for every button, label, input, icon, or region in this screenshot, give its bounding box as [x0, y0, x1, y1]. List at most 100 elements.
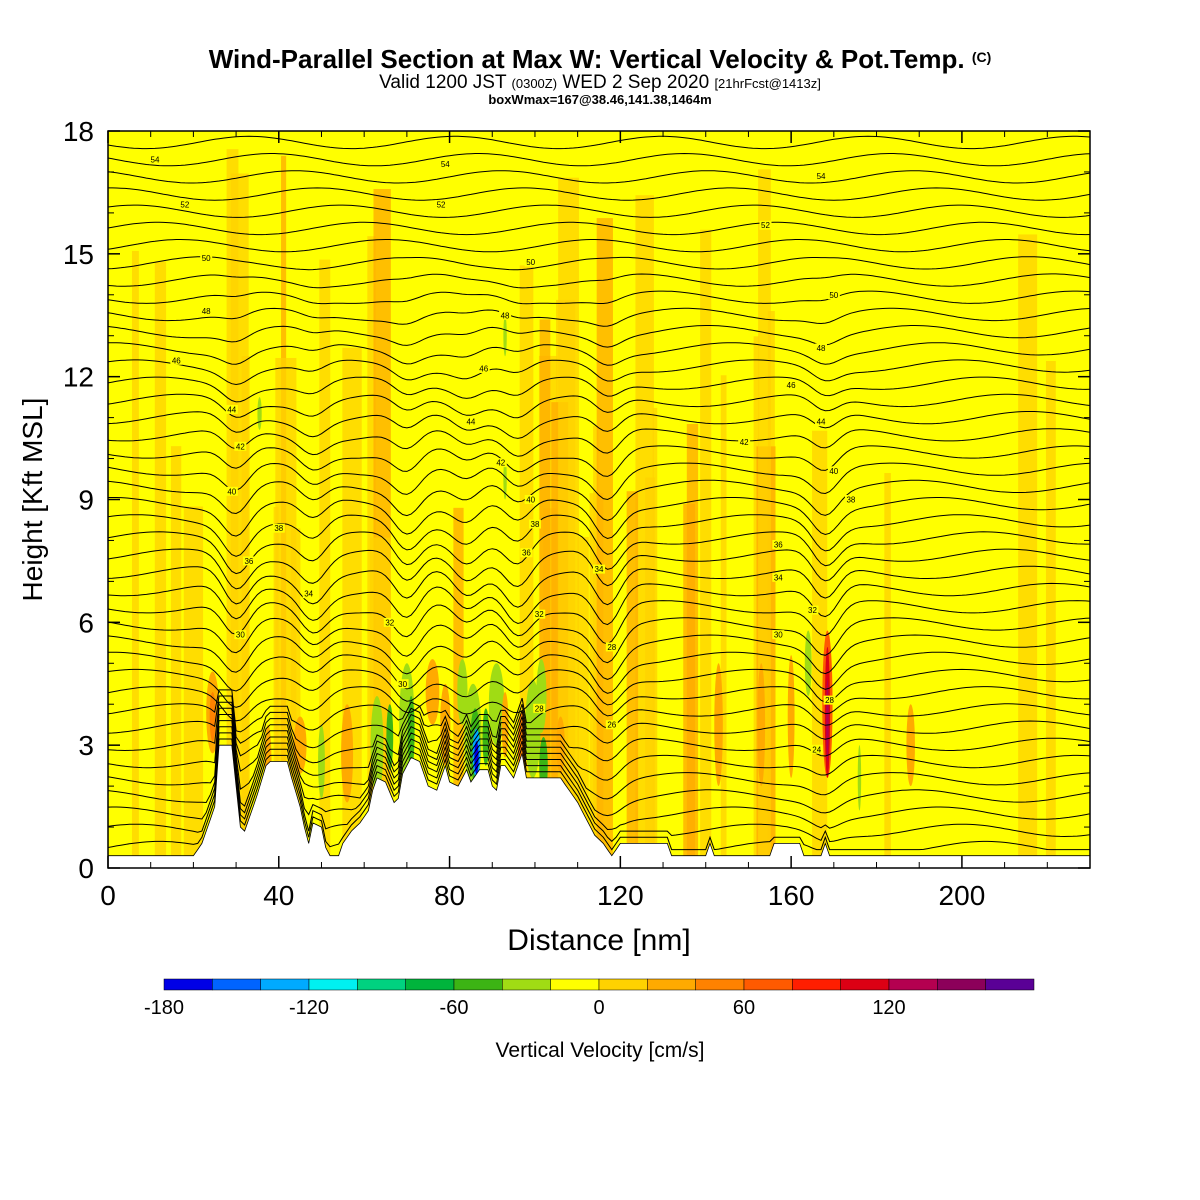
contour-label: 42	[740, 438, 749, 447]
velocity-streak	[593, 425, 599, 868]
colorbar-tick-label: -180	[144, 997, 184, 1019]
contour-label-bg	[225, 486, 238, 496]
theta-contour-line	[108, 686, 1090, 722]
velocity-streak	[558, 177, 579, 868]
colorbar-swatch	[598, 978, 648, 991]
velocity-streak	[596, 218, 613, 868]
contour-label-bg	[533, 703, 546, 713]
contour-label: 50	[526, 258, 535, 267]
contour-label: 36	[244, 557, 253, 566]
theta-contour-line	[108, 204, 1090, 218]
y-tick-label: 15	[63, 239, 94, 270]
valid-date: WED 2 Sep 2020	[562, 72, 710, 93]
contour-label-bg	[593, 564, 605, 574]
contour-label-bg	[844, 495, 857, 504]
y-tick-label: 3	[78, 730, 94, 761]
contour-label: 44	[466, 418, 475, 427]
velocity-streak	[154, 261, 167, 868]
colorbar-swatch	[357, 978, 406, 991]
contour-label-bg	[178, 200, 191, 210]
contour-label-bg	[806, 605, 819, 615]
velocity-cell	[209, 691, 216, 742]
contour-label: 52	[180, 201, 189, 210]
velocity-streak	[319, 259, 331, 868]
contour-label: 32	[535, 610, 544, 619]
colorbar-swatch	[792, 978, 841, 991]
contour-label-bg	[148, 155, 161, 165]
contour-label-bg	[827, 290, 840, 300]
colorbar-swatch	[743, 978, 793, 991]
colorbar-tick-label: 60	[733, 997, 755, 1019]
velocity-cell	[425, 659, 440, 725]
contour-label: 54	[817, 172, 826, 181]
contour-label: 40	[526, 496, 535, 505]
velocity-streak	[753, 336, 760, 868]
velocity-cell	[804, 630, 812, 697]
colorbar-label: Vertical Velocity [cm/s]	[496, 1039, 705, 1062]
theta-contour-line	[108, 135, 1090, 150]
contour-label-bg	[533, 609, 546, 619]
colorbar-swatch	[163, 978, 213, 991]
velocity-streak	[131, 250, 139, 868]
contour-label: 38	[274, 524, 283, 533]
contour-label: 52	[437, 201, 446, 210]
contour-label: 34	[595, 565, 604, 574]
x-tick-label: 160	[768, 880, 815, 911]
theta-contour-line	[108, 582, 1090, 626]
contour-label-bg	[823, 695, 836, 705]
x-tick-label: 200	[939, 880, 986, 911]
theta-contour-line	[108, 325, 1090, 348]
copyright-mark: (C)	[971, 49, 992, 65]
contour-label: 28	[825, 696, 834, 705]
contour-label-bg	[234, 630, 247, 640]
theta-contour-line	[108, 726, 1090, 831]
contour-label-bg	[396, 679, 409, 689]
x-tick-label: 0	[100, 880, 116, 911]
theta-contour-line	[108, 428, 1090, 457]
theta-contour-line	[108, 273, 1090, 289]
terrain	[108, 744, 1090, 868]
contour-label-bg	[520, 548, 533, 558]
theta-contour-line	[108, 714, 1090, 800]
contour-label: 54	[151, 156, 160, 165]
contour-label: 42	[236, 442, 245, 451]
contour-label-bg	[772, 572, 785, 582]
x-tick-label: 120	[597, 880, 644, 911]
contour-label: 38	[846, 496, 855, 505]
theta-contour-line	[108, 548, 1090, 590]
contour-label-bg	[494, 458, 507, 468]
theta-contour-line	[108, 290, 1090, 305]
x-axis-label: Distance [nm]	[507, 924, 690, 957]
theta-contours	[108, 135, 1090, 851]
contour-label-bg	[225, 404, 238, 414]
contour-label-bg	[435, 200, 448, 210]
theta-contour-line	[108, 651, 1090, 694]
contour-label: 40	[227, 487, 236, 496]
theta-contour-line	[108, 531, 1090, 575]
contour-label: 26	[607, 721, 616, 730]
velocity-cell	[714, 663, 723, 787]
contour-label: 24	[812, 745, 821, 754]
contour-label-bg	[810, 744, 823, 754]
contour-label-bg	[772, 540, 785, 550]
velocity-streak	[635, 195, 654, 868]
theta-contour-line	[108, 462, 1090, 501]
velocity-streak	[290, 528, 301, 868]
forecast-info: [21hrFcst@1413z]	[714, 76, 821, 91]
velocity-streak	[273, 506, 279, 868]
velocity-streak	[230, 173, 249, 868]
contour-label: 50	[202, 254, 211, 263]
contour-label: 28	[535, 704, 544, 713]
theta-contour-line	[108, 359, 1090, 386]
contour-label: 32	[808, 606, 817, 615]
theta-contour-line	[108, 221, 1090, 236]
contour-label: 34	[774, 573, 783, 582]
theta-contour-line	[108, 514, 1090, 557]
contour-label-bg	[234, 441, 247, 451]
velocity-streak	[1018, 234, 1038, 868]
terrain-mask	[108, 744, 1090, 868]
y-tick-label: 9	[78, 485, 94, 516]
theta-contour-line	[108, 307, 1090, 327]
contour-label-bg	[200, 306, 213, 316]
